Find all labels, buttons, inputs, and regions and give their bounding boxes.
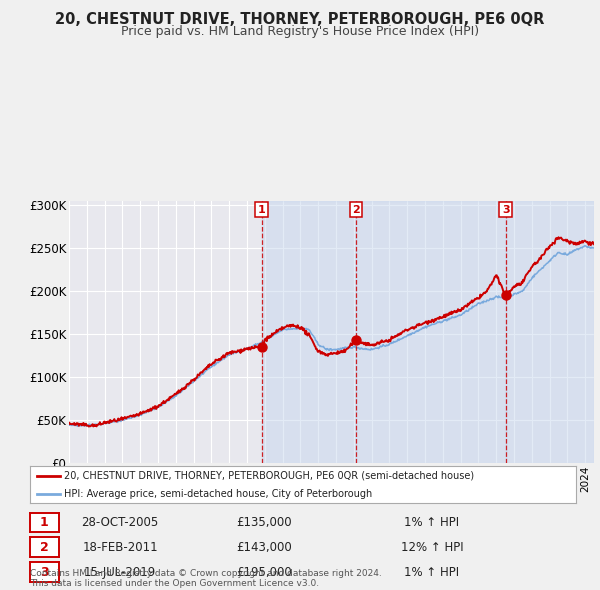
Text: HPI: Average price, semi-detached house, City of Peterborough: HPI: Average price, semi-detached house,…	[64, 489, 373, 499]
Text: 15-JUL-2019: 15-JUL-2019	[84, 566, 156, 579]
Text: 3: 3	[40, 565, 49, 579]
Bar	[506, 201, 594, 463]
Text: 12% ↑ HPI: 12% ↑ HPI	[401, 541, 463, 554]
Text: 28-OCT-2005: 28-OCT-2005	[82, 516, 158, 529]
Bar	[262, 201, 356, 463]
Text: 3: 3	[502, 205, 509, 215]
Text: Contains HM Land Registry data © Crown copyright and database right 2024.
This d: Contains HM Land Registry data © Crown c…	[30, 569, 382, 588]
Text: 2: 2	[40, 540, 49, 554]
Text: 1% ↑ HPI: 1% ↑ HPI	[404, 516, 460, 529]
Text: £195,000: £195,000	[236, 566, 292, 579]
Text: Price paid vs. HM Land Registry's House Price Index (HPI): Price paid vs. HM Land Registry's House …	[121, 25, 479, 38]
Text: 1: 1	[257, 205, 265, 215]
Text: 20, CHESTNUT DRIVE, THORNEY, PETERBOROUGH, PE6 0QR (semi-detached house): 20, CHESTNUT DRIVE, THORNEY, PETERBOROUG…	[64, 471, 475, 481]
Text: 20, CHESTNUT DRIVE, THORNEY, PETERBOROUGH, PE6 0QR: 20, CHESTNUT DRIVE, THORNEY, PETERBOROUG…	[55, 12, 545, 27]
Bar	[356, 201, 506, 463]
Text: 2: 2	[352, 205, 360, 215]
Text: 18-FEB-2011: 18-FEB-2011	[82, 541, 158, 554]
Text: 1% ↑ HPI: 1% ↑ HPI	[404, 566, 460, 579]
Text: 1: 1	[40, 516, 49, 529]
Text: £135,000: £135,000	[236, 516, 292, 529]
Text: £143,000: £143,000	[236, 541, 292, 554]
